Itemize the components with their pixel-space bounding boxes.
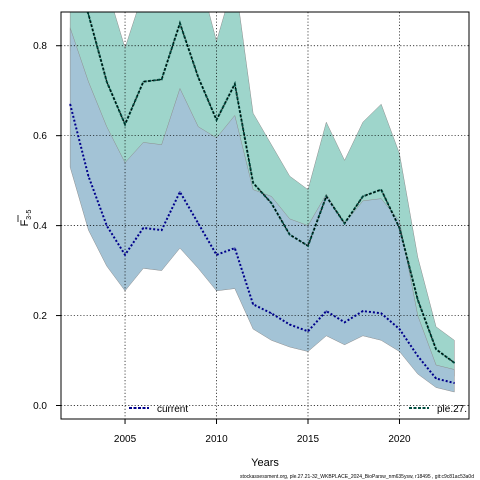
x-tick-label-2005: 2005: [114, 434, 137, 445]
data-point-ple27: [215, 119, 218, 121]
data-point-current: [270, 312, 273, 314]
y-tick-label-0.0: 0.0: [33, 401, 47, 412]
y-tick-label-0.6: 0.6: [33, 131, 47, 142]
data-point-current: [69, 103, 71, 105]
data-point-current: [142, 227, 144, 229]
data-point-current: [325, 310, 327, 312]
data-point-current: [161, 229, 163, 231]
data-point-current: [289, 323, 291, 326]
axes: 2005 2010 2015 2020 0.0 0.2 0.4 0.6 0.8: [33, 11, 470, 445]
data-point-current: [215, 254, 218, 256]
data-point-current: [307, 330, 309, 332]
data-point-ple27: [197, 76, 199, 78]
data-point-ple27: [453, 362, 455, 364]
x-tick-label-2020: 2020: [388, 434, 411, 445]
legend-current-label: current: [157, 404, 188, 415]
data-point-ple27: [234, 83, 236, 85]
data-point-current: [197, 222, 199, 224]
footer-text: stockassessment.org, ple.27.21-32_WKBPLA…: [240, 474, 474, 480]
data-point-ple27: [343, 222, 346, 224]
x-tick-label-2010: 2010: [205, 434, 228, 445]
y-axis-title-main: F: [19, 219, 31, 226]
data-point-ple27: [124, 123, 126, 126]
data-point-current: [435, 377, 437, 380]
y-tick-label-0.8: 0.8: [33, 41, 47, 52]
data-point-current: [252, 303, 254, 305]
svg-text:F3-5: F3-5: [19, 209, 33, 226]
y-tick-label-0.2: 0.2: [33, 311, 47, 322]
data-point-ple27: [417, 299, 419, 301]
plot-area: [61, 12, 469, 419]
data-point-current: [124, 254, 126, 256]
data-point-current: [453, 382, 455, 384]
data-point-current: [343, 321, 346, 323]
data-point-ple27: [142, 81, 144, 83]
data-point-current: [398, 328, 401, 330]
data-point-ple27: [307, 245, 309, 247]
data-point-ple27: [252, 182, 254, 184]
x-tick-label-2015: 2015: [297, 434, 320, 445]
data-point-current: [234, 247, 236, 249]
data-point-ple27: [289, 234, 291, 236]
y-tick-label-0.4: 0.4: [33, 221, 47, 232]
y-axis-title: F3-5: [17, 209, 33, 226]
legend: current ple.27.: [129, 404, 467, 415]
data-point-current: [106, 225, 108, 227]
data-point-current: [87, 175, 90, 177]
data-point-current: [179, 191, 181, 193]
x-axis-title: Years: [251, 457, 279, 469]
data-point-current: [362, 310, 364, 312]
data-point-ple27: [87, 13, 90, 15]
data-point-ple27: [179, 22, 181, 24]
data-point-current: [380, 312, 382, 314]
data-point-ple27: [380, 189, 382, 191]
data-point-ple27: [270, 202, 273, 204]
data-point-ple27: [161, 78, 163, 81]
data-point-ple27: [435, 348, 437, 350]
y-axis-title-sub: 3-5: [26, 209, 33, 219]
series-line-ple27-overlay: [87, 12, 455, 364]
series-line-current: [69, 103, 455, 384]
data-point-ple27: [398, 227, 401, 229]
confidence-band-current: [69, 27, 455, 393]
plot-frame: [60, 11, 470, 420]
data-point-ple27: [362, 195, 364, 197]
data-point-current: [417, 355, 419, 357]
data-point-ple27: [325, 195, 327, 197]
data-point-ple27: [106, 81, 108, 83]
legend-ple27-label: ple.27.: [437, 404, 467, 415]
